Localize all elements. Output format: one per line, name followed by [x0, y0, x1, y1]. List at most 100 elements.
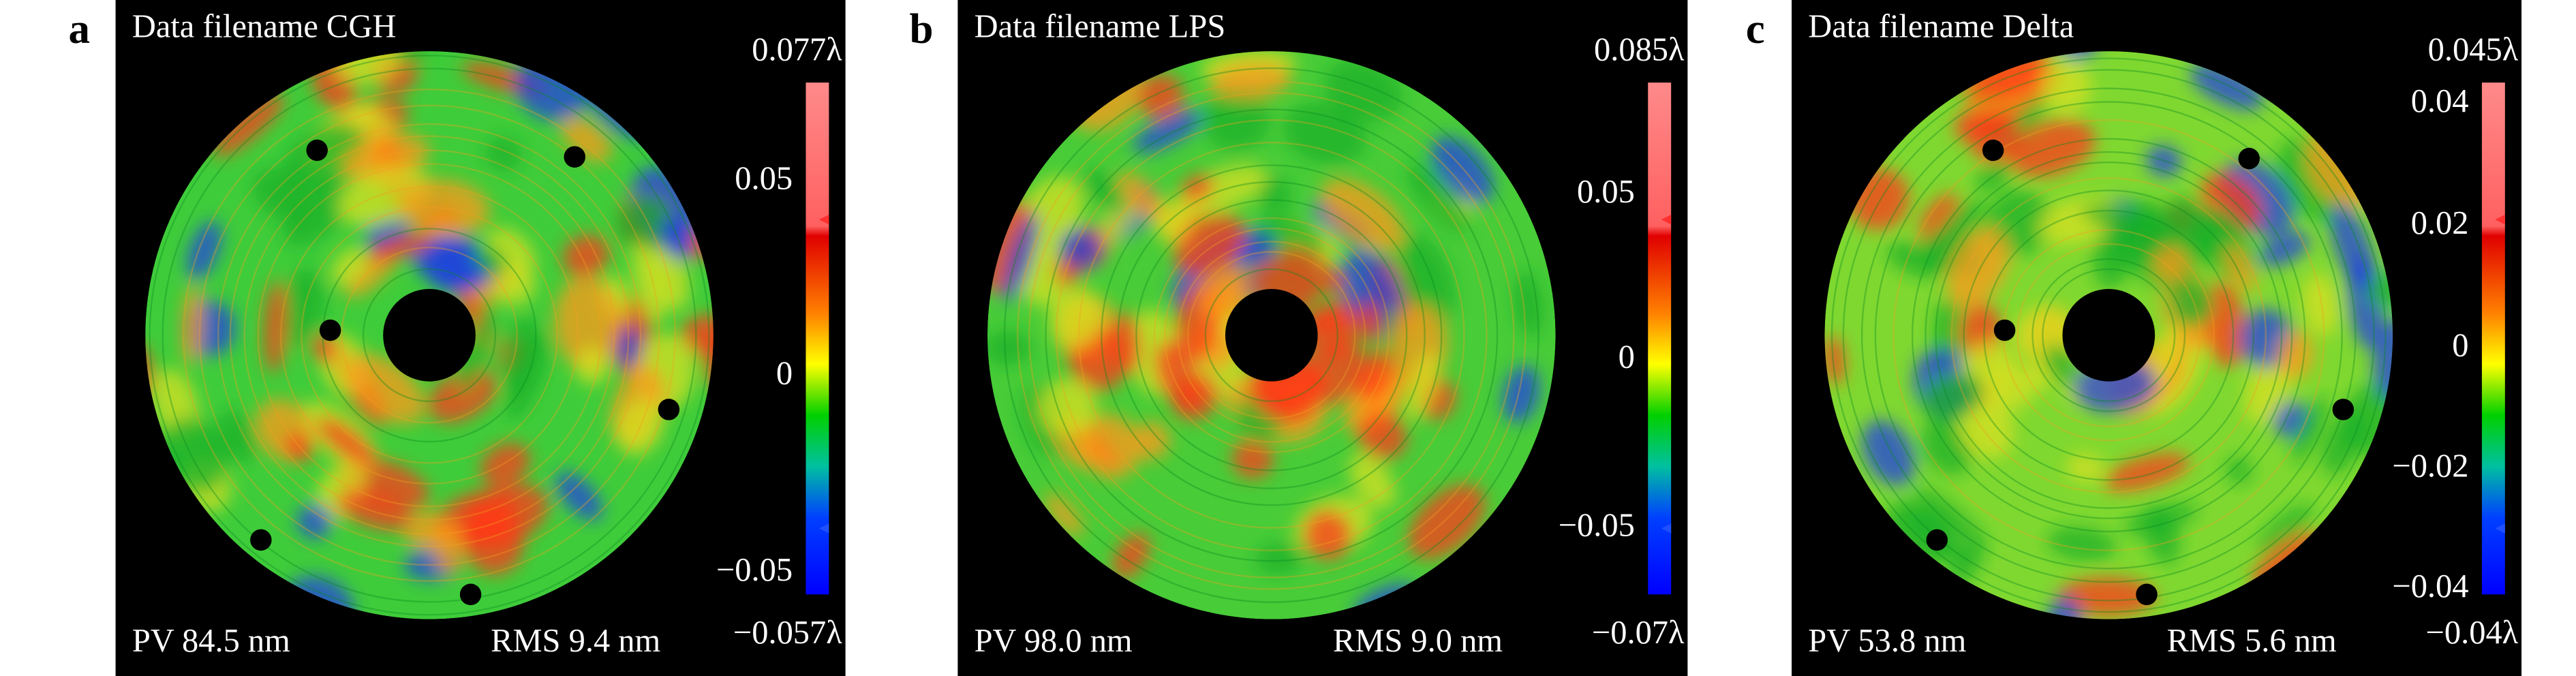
surface-ring [1117, 181, 1426, 489]
colorbar-tick-label: 0 [776, 356, 793, 392]
surface-ring [1911, 138, 2306, 533]
colorbar-tick-label: 0 [1619, 339, 1635, 375]
surface-blob [2081, 204, 2175, 233]
panel: c Data filename Delta 0.045λ −0.04λ 0.04 0.02… [1746, 0, 2522, 676]
fiducial-dot [250, 529, 272, 551]
surface-blob [1118, 172, 1165, 221]
colorbar-marker [2495, 523, 2505, 534]
surface-ring [1204, 268, 1338, 403]
fiducial-dot [2332, 399, 2355, 420]
surface-blob [1824, 335, 1845, 386]
surface-blob [616, 399, 664, 455]
fiducial-dot [2136, 583, 2158, 606]
surface-blob [1358, 411, 1407, 460]
panel: b Data filename LPS 0.085λ −0.07λ 0.05 0 −0.05… [910, 0, 1688, 676]
surface-blob [264, 280, 288, 373]
surface-blob [1407, 162, 1469, 234]
surface-ring [1892, 119, 2325, 551]
surface-ring [1950, 177, 2267, 493]
surface-blob [2040, 58, 2091, 114]
surface-ring [1055, 119, 1488, 551]
colorbar-tick-label: 0.05 [735, 161, 793, 197]
surface-ring [2042, 268, 2176, 403]
surface-blob [1049, 286, 1103, 350]
surface-blob [1083, 169, 1127, 211]
surface-blob [397, 179, 490, 236]
surface-blob [1172, 375, 1219, 420]
surface-blob [1341, 248, 1402, 337]
surface-blob [1920, 372, 1984, 422]
surface-blob [1078, 414, 1141, 479]
surface-blob [632, 240, 666, 324]
surface-ring [1874, 101, 2343, 570]
surface-blob [1349, 453, 1396, 508]
surface-blob [1975, 159, 2012, 192]
surface-blob [2322, 409, 2365, 475]
colorbar-tick-label: 0.02 [2411, 205, 2469, 241]
surface-blob [987, 330, 1032, 366]
surface-ring [1860, 87, 2357, 583]
surface-blob [366, 232, 435, 262]
surface-blob [1201, 87, 1271, 151]
surface-ring [1003, 67, 1539, 603]
surface-blob [473, 244, 507, 276]
surface-ring [1177, 241, 1366, 430]
rms-label: RMS 9.4 nm [491, 623, 660, 659]
surface-blob [1320, 179, 1405, 251]
surface-blob [432, 519, 465, 575]
surface-blob [1209, 62, 1291, 99]
fiducial-dot [564, 146, 585, 168]
surface-blob [2258, 231, 2310, 267]
surface-blob [485, 136, 522, 172]
colorbar-marker [818, 214, 829, 225]
surface-blob [2007, 119, 2096, 177]
surface-blob [2205, 281, 2245, 368]
panel: a Data filename CGH 0.077λ −0.057λ 0.05 0 −0.0… [69, 0, 846, 676]
surface-blob [1919, 194, 1960, 244]
colorbar-tick-label: 0 [2452, 327, 2468, 363]
colorbar-tick-label: 0.05 [1577, 174, 1635, 210]
surface-blob [1173, 213, 1246, 276]
surface-blob [1255, 542, 1303, 575]
surface-ring [162, 67, 697, 603]
surface-ring [341, 247, 518, 424]
surface-blob [2372, 318, 2393, 401]
surface-ring [1017, 80, 1527, 590]
surface-blob [428, 369, 497, 422]
surface-blob [345, 102, 378, 126]
surface-blob [1045, 493, 1084, 536]
panel-title: Data filename Delta [1808, 9, 2074, 45]
surface-blob [277, 268, 325, 349]
surface-ring [1163, 228, 1379, 443]
surface-blob [2291, 395, 2329, 464]
panel-letter: c [1746, 5, 1765, 52]
surface-blob [1947, 228, 2010, 307]
colorbar-marker [1661, 523, 1672, 534]
surface-blob [2224, 245, 2255, 293]
surface-blob [574, 348, 610, 385]
surface-ring [2031, 258, 2186, 412]
surface-blob [1513, 271, 1544, 338]
surface-blob [1921, 418, 1972, 475]
surface-blob [187, 221, 221, 280]
surface-blob [2146, 145, 2182, 177]
center-hole [2062, 289, 2156, 382]
surface-blob [1430, 136, 1494, 204]
surface-blob [1408, 484, 1486, 559]
surface-blob [1405, 352, 1439, 421]
surface-blob [562, 234, 610, 278]
surface-blob [1325, 59, 1403, 121]
surface-blob [212, 92, 284, 157]
surface-blob [1397, 233, 1455, 327]
colorbar-marker [2495, 214, 2505, 225]
surface-blob [1236, 229, 1275, 266]
panel-letter: b [910, 5, 934, 52]
rms-label: RMS 5.6 nm [2167, 623, 2337, 659]
surface-blob [1359, 302, 1382, 344]
surface-ring [1028, 92, 1515, 579]
surface-blob [1038, 379, 1097, 436]
panel-letter: a [69, 5, 91, 52]
surface-blob [2046, 596, 2081, 619]
surface-ring [257, 163, 602, 508]
surface-blob [480, 442, 530, 487]
